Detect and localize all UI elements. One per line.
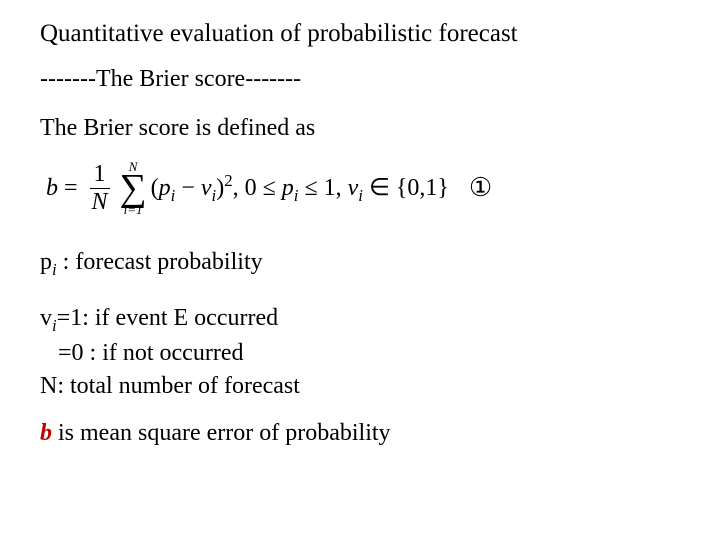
- def-N: N: total number of forecast: [40, 370, 680, 402]
- spacer: [40, 282, 680, 302]
- conclusion: b is mean square error of probability: [40, 420, 680, 447]
- sigma-bottom: i=1: [124, 203, 143, 216]
- frac-den: N: [88, 189, 112, 215]
- definition-intro: The Brier score is defined as: [40, 115, 680, 142]
- formula-body: (pi − vi)2, 0 ≤ pi ≤ 1, vi ∈ {0,1}: [151, 171, 449, 206]
- sigma-symbol: ∑: [120, 173, 147, 203]
- sigma: N ∑ i=1: [120, 160, 147, 216]
- fraction: 1 N: [88, 161, 112, 215]
- def-vi-0: =0 : if not occurred: [58, 337, 680, 369]
- slide-subtitle: -------The Brier score-------: [40, 66, 680, 93]
- equation-marker: ①: [469, 173, 492, 203]
- conclusion-b: b: [40, 420, 52, 446]
- conclusion-text: is mean square error of probability: [52, 420, 391, 446]
- lhs-b: b: [46, 175, 58, 202]
- equals: =: [58, 175, 84, 202]
- def-vi-1: vi=1: if event E occurred: [40, 302, 680, 337]
- definitions: pi : forecast probability vi=1: if event…: [40, 246, 680, 402]
- brier-formula: b = 1 N N ∑ i=1 (pi − vi)2, 0 ≤ pi ≤ 1, …: [46, 160, 449, 216]
- frac-num: 1: [90, 161, 110, 188]
- formula-row: b = 1 N N ∑ i=1 (pi − vi)2, 0 ≤ pi ≤ 1, …: [46, 160, 680, 216]
- slide-title: Quantitative evaluation of probabilistic…: [40, 20, 680, 48]
- def-pi: pi : forecast probability: [40, 246, 680, 281]
